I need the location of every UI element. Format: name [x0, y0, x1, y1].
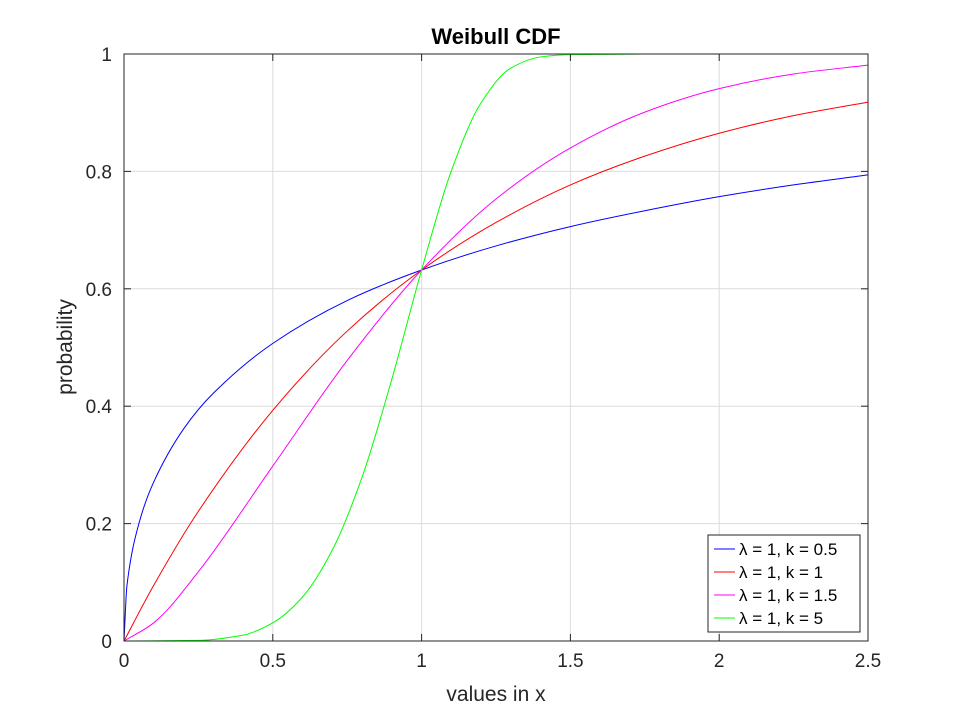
- x-tick-label: 0: [119, 651, 130, 672]
- legend-label-2: λ = 1, k = 1: [739, 563, 823, 582]
- y-tick-label: 0.6: [86, 280, 112, 301]
- legend-label-4: λ = 1, k = 5: [739, 609, 823, 628]
- legend-label-1: λ = 1, k = 0.5: [739, 540, 837, 559]
- chart-title: Weibull CDF: [431, 24, 560, 49]
- x-tick-label: 2: [714, 651, 725, 672]
- y-tick-label: 0.8: [86, 162, 112, 183]
- x-axis-label: values in x: [446, 683, 546, 706]
- y-axis-label: probability: [54, 299, 77, 395]
- axis-ticks: 0 0.5 1 1.5 2 2.5 0 0.2 0.4 0.6 0.8 1: [86, 45, 882, 672]
- x-tick-label: 1.5: [557, 651, 583, 672]
- y-tick-label: 0: [101, 632, 112, 653]
- series-line-1: [123, 174, 869, 642]
- legend: λ = 1, k = 0.5 λ = 1, k = 1 λ = 1, k = 1.5…: [707, 534, 861, 633]
- series-line-2: [123, 101, 869, 642]
- y-tick-label: 1: [101, 45, 112, 66]
- series-line-3: [123, 64, 869, 642]
- x-tick-label: 0.5: [260, 651, 286, 672]
- x-tick-label: 2.5: [855, 651, 881, 672]
- x-tick-label: 1: [416, 651, 427, 672]
- plot-area-frame: [123, 53, 869, 642]
- y-tick-label: 0.4: [86, 397, 113, 418]
- legend-box: [707, 534, 861, 633]
- y-tick-label: 0.2: [86, 515, 112, 536]
- legend-label-3: λ = 1, k = 1.5: [739, 586, 837, 605]
